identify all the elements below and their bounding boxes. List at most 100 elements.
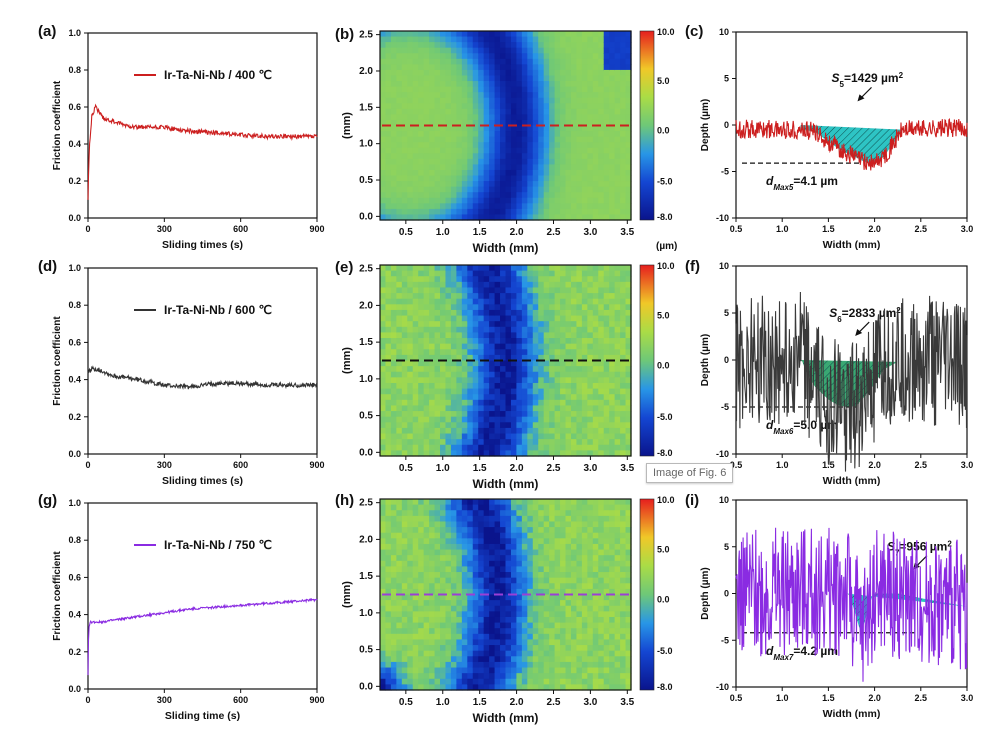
heat-cell <box>538 203 545 210</box>
heat-cell <box>587 214 594 221</box>
heat-cell <box>450 600 457 607</box>
heat-cell <box>603 450 610 457</box>
heat-cell <box>565 349 572 356</box>
heat-cell <box>472 142 479 149</box>
heat-cell <box>549 75 556 82</box>
heat-cell <box>554 416 561 423</box>
heat-cell <box>472 321 479 328</box>
heat-cell <box>494 136 501 143</box>
heat-cell <box>440 661 447 669</box>
heat-cell <box>401 349 408 356</box>
heat-cell <box>570 394 578 401</box>
heat-cell <box>609 532 616 539</box>
heat-cell <box>565 287 572 294</box>
heat-cell <box>418 661 425 669</box>
heat-cell <box>570 678 578 685</box>
heat-cell <box>385 566 392 573</box>
heat-cell <box>576 86 583 93</box>
heat-cell <box>440 600 447 607</box>
heat-cell <box>549 315 556 322</box>
heat-cell <box>380 119 387 127</box>
heat-cell <box>385 309 392 317</box>
heat-cell <box>560 103 567 110</box>
heat-cell <box>603 197 610 204</box>
heat-cell <box>516 499 523 506</box>
heat-cell <box>598 433 605 440</box>
heat-cell <box>516 504 523 511</box>
heat-cell <box>505 276 512 283</box>
heat-cell <box>390 633 397 641</box>
heat-cell <box>521 555 528 562</box>
y-tick-label: 1.0 <box>68 263 81 273</box>
heat-cell <box>560 131 567 138</box>
heat-cell <box>434 444 441 451</box>
heat-cell <box>505 527 512 534</box>
heat-cell <box>554 281 561 289</box>
heat-cell <box>543 114 550 121</box>
heat-cell <box>461 543 468 551</box>
heat-cell <box>489 639 496 646</box>
heat-cell <box>538 366 545 373</box>
heat-cell <box>472 164 479 171</box>
heat-cell <box>581 169 588 177</box>
heat-cell <box>516 265 523 272</box>
heat-cell <box>521 108 528 115</box>
heat-cell <box>592 181 599 188</box>
heat-cell <box>429 622 436 629</box>
heat-cell <box>570 276 578 283</box>
heat-cell <box>483 75 490 82</box>
y-tick-label: 0.0 <box>68 449 81 459</box>
heat-cell <box>543 69 550 77</box>
heat-cell <box>603 656 610 663</box>
y-tick-label: 1.0 <box>68 498 81 508</box>
heat-cell <box>456 125 463 132</box>
heat-cell <box>440 81 447 88</box>
heat-cell <box>565 321 572 328</box>
heat-cell <box>418 326 425 334</box>
heat-cell <box>450 36 457 43</box>
heat-cell <box>576 293 583 300</box>
heat-cell <box>527 36 534 43</box>
heat-cell <box>429 153 436 160</box>
heat-cell <box>581 639 588 646</box>
heat-cell <box>510 371 518 378</box>
heat-cell <box>543 92 550 99</box>
heat-cell <box>461 510 468 517</box>
heat-cell <box>450 566 457 573</box>
x-tick-label: 2.5 <box>547 227 561 238</box>
heat-cell <box>565 661 572 669</box>
heat-cell <box>565 510 572 517</box>
heat-cell <box>494 265 501 272</box>
heat-cell <box>418 186 425 193</box>
heat-cell <box>510 427 518 435</box>
heat-cell <box>456 583 463 590</box>
heat-cell <box>527 326 534 334</box>
heat-cell <box>549 583 556 590</box>
heat-cell <box>429 588 436 596</box>
heat-cell <box>592 298 599 305</box>
heat-cell <box>614 58 621 65</box>
heat-cell <box>380 69 387 77</box>
heat-cell <box>516 555 523 562</box>
heat-cell <box>521 444 528 451</box>
heat-cell <box>521 377 528 384</box>
heat-cell <box>483 42 490 49</box>
heat-cell <box>565 119 572 127</box>
heat-cell <box>456 611 463 618</box>
heat-cell <box>385 549 392 556</box>
heat-cell <box>461 427 468 435</box>
heat-cell <box>450 304 457 311</box>
heat-cell <box>505 214 512 221</box>
heat-cell <box>456 422 463 429</box>
heat-cell <box>418 510 425 517</box>
heat-cell <box>592 650 599 657</box>
heat-cell <box>554 158 561 166</box>
heat-cell <box>500 504 507 511</box>
heat-cell <box>532 521 539 528</box>
heat-cell <box>489 532 496 539</box>
heat-cell <box>407 572 414 579</box>
heat-cell <box>603 588 610 596</box>
heat-cell <box>385 538 392 545</box>
heat-cell <box>401 645 408 652</box>
heat-cell <box>565 444 572 451</box>
